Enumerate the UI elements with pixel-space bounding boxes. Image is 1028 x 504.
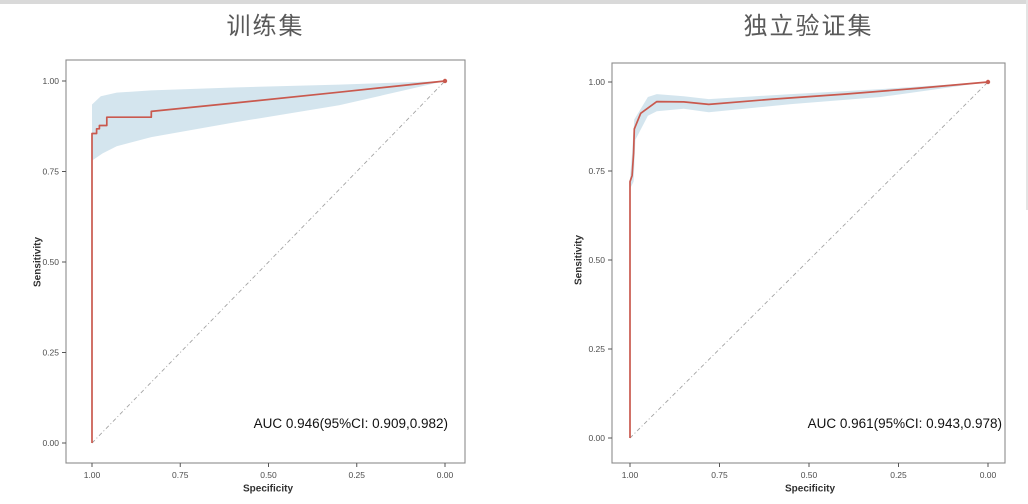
y-tick-label: 0.00 xyxy=(42,438,59,448)
x-tick-label: 0.25 xyxy=(348,470,365,480)
roc-curve xyxy=(91,80,446,443)
confidence-band xyxy=(92,81,445,161)
roc-curve xyxy=(629,81,989,438)
y-tick-label: 0.50 xyxy=(588,255,605,265)
x-tick-label: 0.75 xyxy=(711,470,728,480)
diagonal-reference-line xyxy=(91,80,446,444)
x-tick-label: 0.50 xyxy=(801,470,818,480)
y-axis-label-training: Sensitivity xyxy=(32,236,44,288)
y-axis-label-validation: Sensitivity xyxy=(573,234,585,286)
y-tick-label: 1.00 xyxy=(588,77,605,87)
y-tick-label: 0.75 xyxy=(588,166,605,176)
roc-plot-0: 1.00 0.75 0.50 0.25 0.00 0.00 0.25 0.50 0.75 1.00 xyxy=(42,59,466,480)
y-tick-label: 0.25 xyxy=(588,344,605,354)
y-tick-label: 0.75 xyxy=(42,167,59,177)
x-tick-label: 1.00 xyxy=(84,470,101,480)
diagonal-reference-line xyxy=(629,81,989,439)
roc-curve-endpoint xyxy=(985,79,991,85)
y-tick-label: 0.00 xyxy=(588,433,605,443)
window-top-edge xyxy=(0,0,1028,4)
x-tick-label: 1.00 xyxy=(622,470,639,480)
x-tick-label: 0.00 xyxy=(980,470,997,480)
x-axis-label-validation: Specificity xyxy=(784,483,836,495)
x-tick-label: 0.25 xyxy=(890,470,907,480)
panel-border xyxy=(611,62,1006,464)
roc-plot-1: 1.00 0.75 0.50 0.25 0.00 0.00 0.25 0.50 0.75 1.00 xyxy=(588,62,1006,480)
roc-curve-endpoint xyxy=(442,78,448,84)
plot-title-validation: 独立验证集 xyxy=(743,13,874,40)
window-right-edge xyxy=(1026,0,1028,210)
x-tick-label: 0.00 xyxy=(437,470,454,480)
auc-annotation-training: AUC 0.946(95%CI: 0.909,0.982) xyxy=(253,416,448,431)
auc-annotation-validation: AUC 0.961(95%CI: 0.943,0.978) xyxy=(807,416,1002,431)
x-tick-label: 0.50 xyxy=(260,470,277,480)
x-axis-label-training: Specificity xyxy=(242,483,294,495)
y-tick-label: 1.00 xyxy=(42,76,59,86)
y-tick-label: 0.50 xyxy=(42,257,59,267)
plot-title-training: 训练集 xyxy=(226,13,305,40)
confidence-band xyxy=(630,82,988,189)
y-tick-label: 0.25 xyxy=(42,348,59,358)
x-tick-label: 0.75 xyxy=(172,470,189,480)
